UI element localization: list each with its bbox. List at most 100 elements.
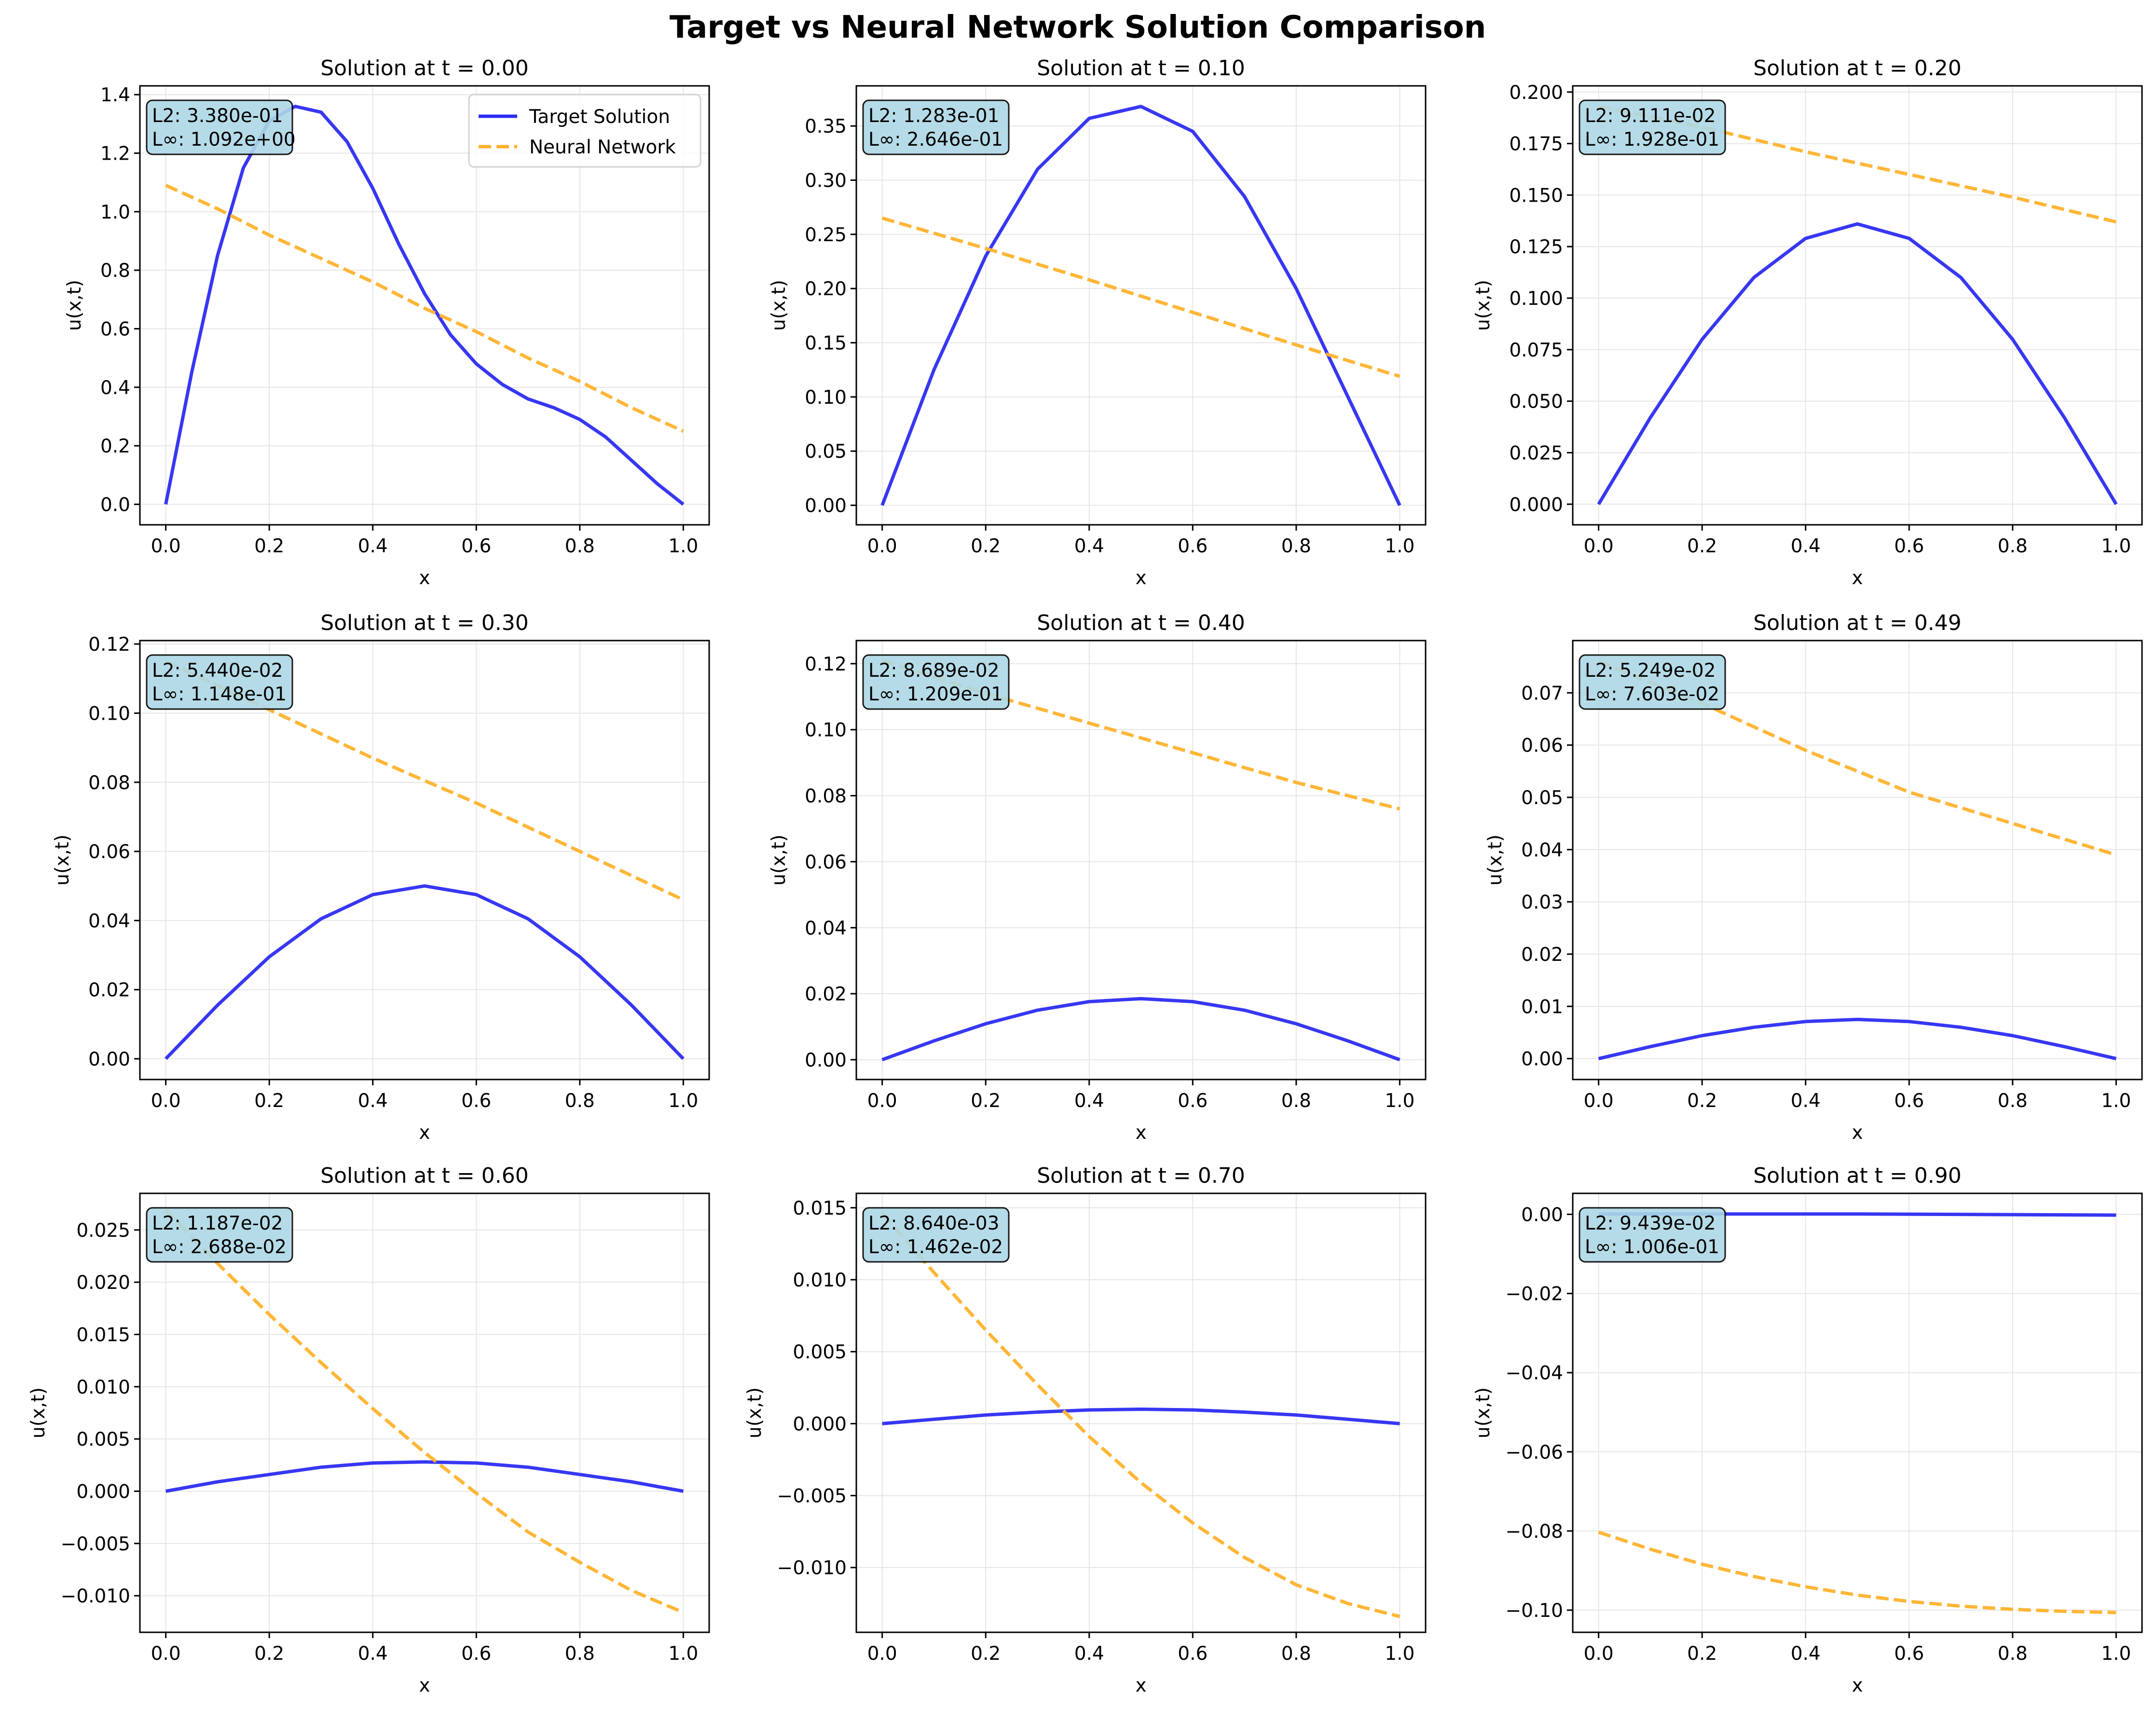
y-tick-label: 0.35 — [805, 116, 847, 137]
subplot-title: Solution at t = 0.49 — [1753, 611, 1962, 635]
x-tick-label: 1.0 — [2101, 535, 2131, 557]
x-tick-label: 0.8 — [1998, 1090, 2028, 1112]
linf-error-text: L∞: 1.209e-01 — [868, 684, 1003, 705]
x-tick-label: 0.6 — [461, 1643, 491, 1665]
y-axis-label: u(x,t) — [27, 1387, 49, 1438]
x-tick-label: 0.2 — [1687, 535, 1717, 557]
x-tick-label: 0.8 — [1998, 1643, 2028, 1665]
y-tick-label: 0.8 — [100, 260, 130, 282]
x-tick-label: 0.2 — [971, 1643, 1001, 1665]
linf-error-text: L∞: 1.148e-01 — [152, 684, 287, 705]
y-tick-label: 0.00 — [805, 495, 847, 517]
x-axis-label: x — [1135, 1675, 1146, 1696]
series-line-target — [881, 997, 1401, 1062]
x-tick-label: 0.8 — [565, 1090, 595, 1112]
y-tick-label: 0.000 — [793, 1413, 847, 1435]
x-axis-label: x — [419, 1675, 430, 1696]
x-tick-label: 0.4 — [1791, 1090, 1821, 1112]
linf-error-text: L∞: 7.603e-02 — [1585, 684, 1719, 705]
y-tick-label: 0.05 — [1521, 787, 1563, 809]
subplot-2: 0.0 0.2 0.4 0.6 0.8 1.0 0.00 0.05 0.10 0.15 0.20 0.… — [768, 56, 1427, 589]
l2-error-text: L2: 9.439e-02 — [1585, 1213, 1716, 1234]
l2-error-text: L2: 1.187e-02 — [152, 1213, 283, 1234]
y-tick-label: −0.005 — [61, 1533, 130, 1555]
x-tick-label: 0.2 — [254, 1643, 284, 1665]
x-tick-label: 0.4 — [1074, 1643, 1104, 1665]
y-tick-label: 0.06 — [1521, 735, 1563, 757]
y-tick-label: 0.010 — [76, 1377, 130, 1398]
subplot-8: 0.0 0.2 0.4 0.6 0.8 1.0 −0.010 −0.005 0.000 0.005… — [744, 1163, 1427, 1696]
x-tick-label: 0.2 — [1687, 1090, 1717, 1112]
subplot-title: Solution at t = 0.10 — [1037, 56, 1245, 81]
x-tick-label: 0.8 — [1281, 1090, 1311, 1112]
x-tick-label: 0.0 — [867, 1643, 897, 1665]
x-tick-label: 0.2 — [971, 535, 1001, 557]
legend-box — [468, 94, 701, 168]
y-tick-label: 0.015 — [76, 1325, 130, 1346]
x-tick-label: 0.0 — [1584, 1090, 1614, 1112]
y-tick-label: 0.00 — [805, 1050, 847, 1071]
y-tick-label: 0.06 — [88, 841, 130, 863]
series-line-target — [165, 884, 685, 1060]
l2-error-text: L2: 5.440e-02 — [152, 660, 283, 682]
subplot-title: Solution at t = 0.20 — [1753, 56, 1962, 81]
error-annotation-box — [1579, 99, 1726, 155]
subplot-6: 0.0 0.2 0.4 0.6 0.8 1.0 0.00 0.01 0.02 0.03 0.04 0.… — [1484, 611, 2143, 1144]
axes-frame — [1572, 85, 2143, 526]
y-axis-label: u(x,t) — [744, 1387, 766, 1438]
y-tick-label: 0.20 — [805, 278, 847, 300]
x-tick-label: 0.6 — [1894, 1643, 1924, 1665]
subplot-4: 0.0 0.2 0.4 0.6 0.8 1.0 0.00 0.02 0.04 0.06 0.08 0.… — [52, 611, 710, 1144]
x-tick-label: 0.2 — [1687, 1643, 1717, 1665]
y-axis-label: u(x,t) — [64, 280, 85, 331]
y-tick-label: 0.000 — [76, 1481, 130, 1503]
x-axis-label: x — [1135, 1122, 1146, 1144]
subplot-title: Solution at t = 0.70 — [1037, 1163, 1245, 1188]
x-tick-label: 0.4 — [1074, 535, 1104, 557]
y-tick-label: 0.07 — [1521, 683, 1563, 704]
x-tick-label: 0.6 — [1178, 535, 1208, 557]
y-tick-label: 0.000 — [1509, 494, 1563, 516]
y-tick-label: 1.2 — [100, 143, 130, 165]
x-tick-label: 0.4 — [1791, 535, 1821, 557]
y-tick-label: 0.25 — [805, 224, 847, 246]
x-tick-label: 0.6 — [1894, 535, 1924, 557]
x-tick-label: 0.0 — [867, 1090, 897, 1112]
x-tick-label: 0.8 — [565, 1643, 595, 1665]
linf-error-text: L∞: 2.646e-01 — [868, 129, 1003, 150]
series-line-target — [1597, 222, 2118, 506]
x-tick-label: 0.4 — [358, 535, 388, 557]
series-line-network — [165, 184, 684, 433]
y-tick-label: −0.010 — [777, 1558, 847, 1579]
y-tick-label: 0.06 — [805, 851, 847, 873]
y-tick-label: 0.08 — [88, 772, 130, 794]
series-line-network — [881, 216, 1401, 378]
y-tick-label: −0.02 — [1505, 1284, 1563, 1305]
y-tick-label: 0.08 — [805, 786, 847, 807]
y-tick-label: 0.15 — [805, 333, 847, 355]
x-tick-label: 1.0 — [1385, 1090, 1414, 1112]
y-tick-label: 0.005 — [76, 1429, 130, 1450]
l2-error-text: L2: 1.283e-01 — [868, 105, 999, 127]
x-axis-label: x — [1852, 1122, 1863, 1144]
y-tick-label: 0.005 — [793, 1341, 847, 1363]
x-tick-label: 0.4 — [1074, 1090, 1104, 1112]
x-tick-label: 0.2 — [254, 535, 284, 557]
y-tick-label: 0.010 — [793, 1270, 847, 1291]
series-line-target — [165, 1460, 684, 1493]
l2-error-text: L2: 8.689e-02 — [868, 660, 999, 682]
axes-frame — [855, 85, 1427, 526]
y-tick-label: 0.00 — [1521, 1204, 1563, 1226]
linf-error-text: L∞: 2.688e-02 — [152, 1236, 287, 1258]
series-line-target — [880, 105, 1401, 506]
y-tick-label: 0.00 — [88, 1049, 130, 1070]
x-axis-label: x — [419, 567, 430, 589]
y-tick-label: 0.10 — [805, 387, 847, 409]
subplot-title: Solution at t = 0.60 — [320, 1163, 529, 1188]
y-tick-label: 0.050 — [1509, 391, 1563, 413]
error-annotation-box — [146, 1207, 293, 1263]
y-tick-label: 0.2 — [100, 436, 130, 457]
y-tick-label: 0.02 — [1521, 944, 1563, 966]
y-tick-label: 0.100 — [1509, 288, 1563, 310]
